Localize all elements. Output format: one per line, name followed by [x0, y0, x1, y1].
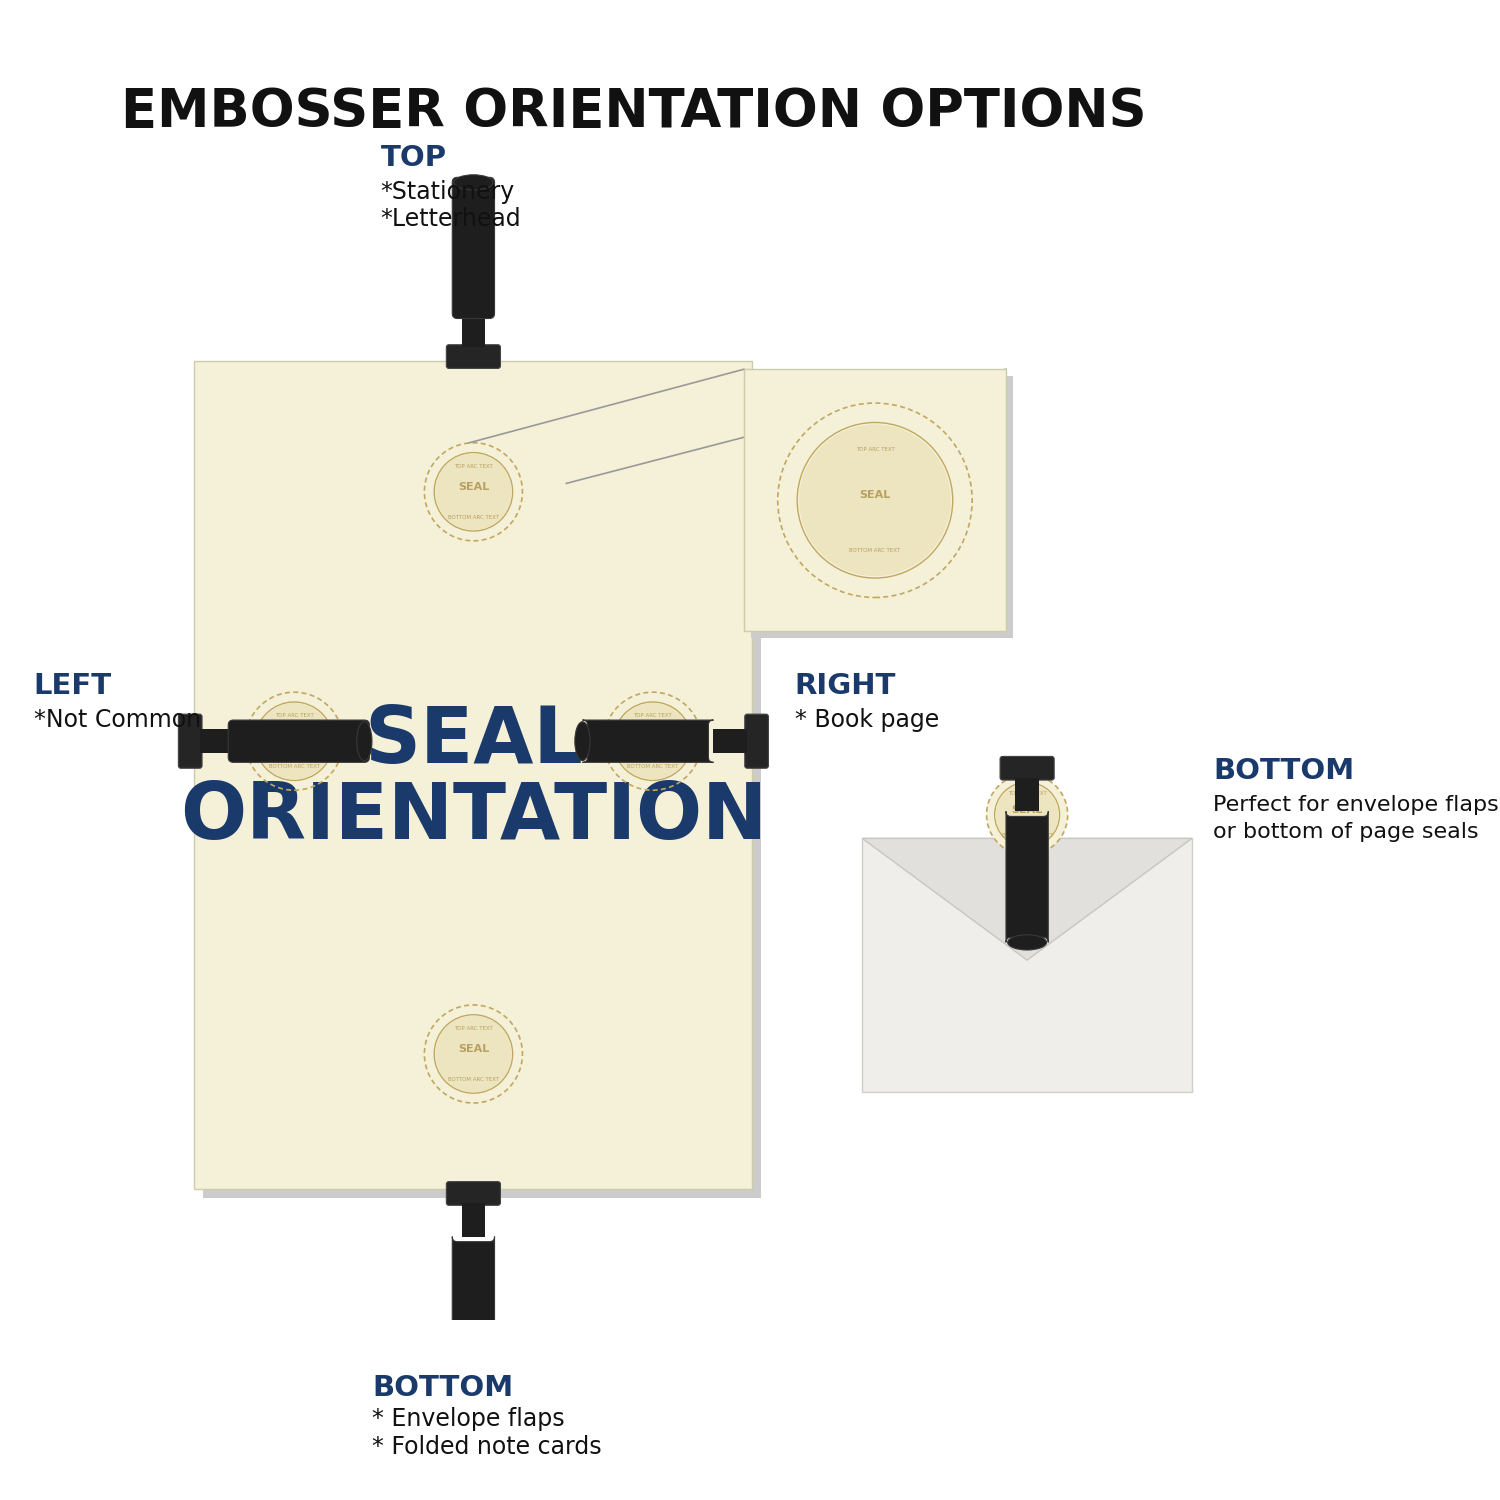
- Circle shape: [424, 442, 522, 542]
- FancyBboxPatch shape: [447, 345, 501, 369]
- Text: * Envelope flaps: * Envelope flaps: [372, 1407, 564, 1431]
- Circle shape: [603, 692, 702, 790]
- Ellipse shape: [357, 722, 372, 760]
- Ellipse shape: [1008, 934, 1047, 950]
- Circle shape: [256, 704, 333, 780]
- FancyBboxPatch shape: [453, 177, 495, 318]
- Text: BOTTOM ARC TEXT: BOTTOM ARC TEXT: [627, 764, 678, 770]
- Text: EMBOSSER ORIENTATION OPTIONS: EMBOSSER ORIENTATION OPTIONS: [122, 86, 1148, 138]
- Text: TOP ARC TEXT: TOP ARC TEXT: [274, 712, 314, 718]
- FancyBboxPatch shape: [178, 714, 203, 768]
- Text: SEAL: SEAL: [458, 482, 489, 492]
- Polygon shape: [862, 839, 1192, 960]
- Bar: [714, 729, 747, 753]
- Text: TOP ARC TEXT: TOP ARC TEXT: [855, 447, 894, 452]
- Circle shape: [615, 704, 692, 780]
- Text: RIGHT: RIGHT: [795, 672, 895, 700]
- Circle shape: [800, 424, 951, 576]
- FancyBboxPatch shape: [1007, 812, 1048, 942]
- Bar: [195, 362, 753, 1190]
- Circle shape: [777, 404, 972, 597]
- Text: BOTTOM ARC TEXT: BOTTOM ARC TEXT: [448, 514, 500, 520]
- Bar: [1016, 777, 1040, 812]
- FancyBboxPatch shape: [447, 1182, 501, 1206]
- Text: TOP ARC TEXT: TOP ARC TEXT: [1008, 790, 1047, 796]
- Text: TOP ARC TEXT: TOP ARC TEXT: [454, 464, 494, 470]
- Text: BOTTOM ARC TEXT: BOTTOM ARC TEXT: [448, 1077, 500, 1082]
- Text: SEAL: SEAL: [458, 1044, 489, 1054]
- Text: TOP ARC TEXT: TOP ARC TEXT: [454, 1026, 494, 1030]
- Bar: [750, 376, 1012, 638]
- Bar: [744, 369, 1006, 632]
- Bar: [462, 1203, 484, 1236]
- Text: BOTTOM ARC TEXT: BOTTOM ARC TEXT: [849, 549, 900, 554]
- Text: LEFT: LEFT: [34, 672, 112, 700]
- Text: SEAL: SEAL: [638, 730, 668, 741]
- FancyBboxPatch shape: [453, 1236, 495, 1368]
- FancyBboxPatch shape: [746, 714, 768, 768]
- Text: ORIENTATION: ORIENTATION: [180, 780, 766, 855]
- Bar: [200, 729, 234, 753]
- Circle shape: [435, 453, 512, 530]
- Text: *Letterhead: *Letterhead: [381, 207, 520, 231]
- FancyBboxPatch shape: [1000, 756, 1054, 780]
- Text: TOP ARC TEXT: TOP ARC TEXT: [633, 712, 672, 718]
- Text: BOTTOM: BOTTOM: [1214, 758, 1354, 784]
- Text: Perfect for envelope flaps: Perfect for envelope flaps: [1214, 795, 1498, 814]
- Text: SEAL: SEAL: [279, 730, 310, 741]
- Circle shape: [244, 692, 344, 790]
- Text: or bottom of page seals: or bottom of page seals: [1214, 822, 1479, 842]
- Text: SEAL: SEAL: [859, 490, 891, 500]
- Text: TOP: TOP: [381, 144, 447, 172]
- Circle shape: [996, 783, 1059, 846]
- FancyBboxPatch shape: [582, 720, 714, 762]
- Circle shape: [987, 774, 1068, 855]
- Text: BOTTOM ARC TEXT: BOTTOM ARC TEXT: [268, 764, 320, 770]
- Text: SEAL: SEAL: [364, 704, 584, 779]
- Text: * Folded note cards: * Folded note cards: [372, 1436, 602, 1460]
- Ellipse shape: [454, 1360, 494, 1376]
- Ellipse shape: [454, 176, 494, 190]
- Bar: [462, 314, 484, 348]
- Text: * Book page: * Book page: [795, 708, 939, 732]
- Ellipse shape: [574, 722, 590, 760]
- Text: *Not Common: *Not Common: [34, 708, 201, 732]
- Circle shape: [424, 1005, 522, 1102]
- Text: BOTTOM ARC TEXT: BOTTOM ARC TEXT: [1002, 834, 1053, 839]
- Text: BOTTOM: BOTTOM: [372, 1374, 513, 1402]
- Text: SEAL: SEAL: [1011, 804, 1042, 814]
- Text: *Stationery: *Stationery: [381, 180, 514, 204]
- Bar: [202, 369, 760, 1197]
- FancyBboxPatch shape: [228, 720, 369, 762]
- Bar: [862, 839, 1192, 1092]
- Circle shape: [435, 1016, 512, 1092]
